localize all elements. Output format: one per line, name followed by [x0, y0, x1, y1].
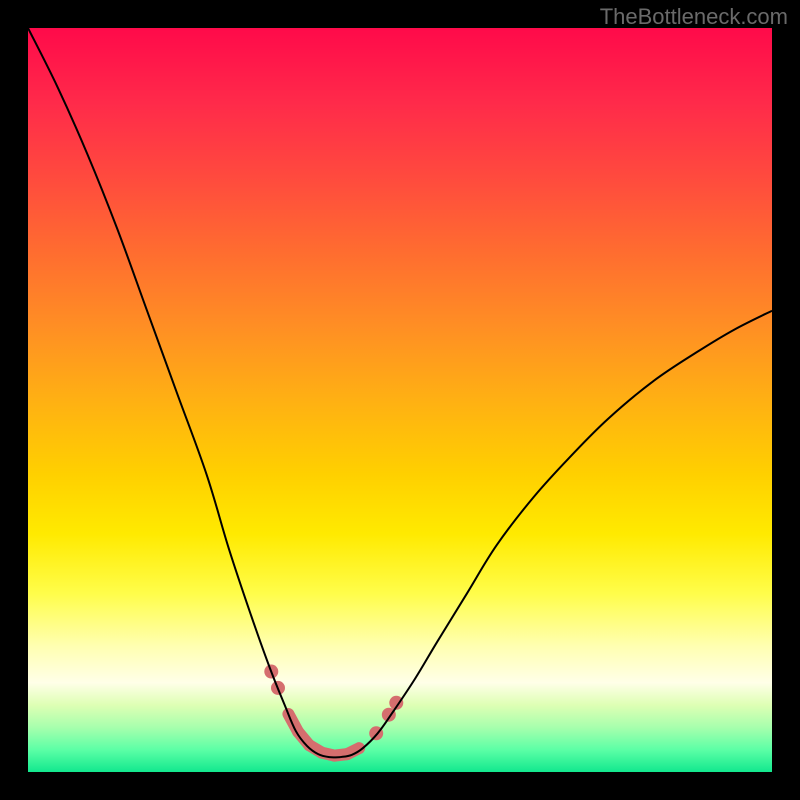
watermark-text: TheBottleneck.com — [600, 4, 788, 30]
bottleneck-chart — [28, 28, 772, 772]
chart-svg — [28, 28, 772, 772]
gradient-background — [28, 28, 772, 772]
